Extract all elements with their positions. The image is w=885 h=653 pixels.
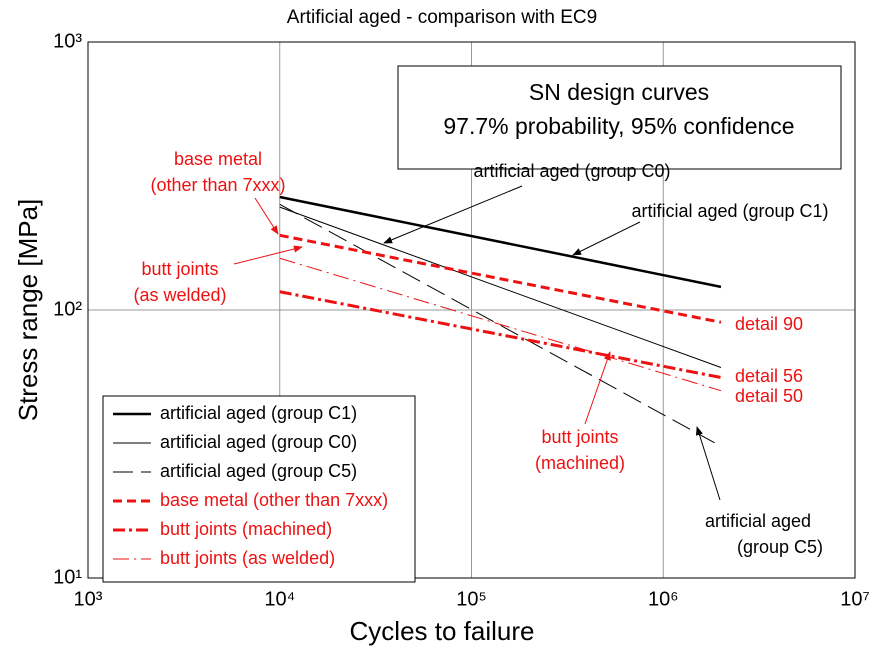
- annotation: detail 50: [735, 386, 803, 406]
- annotation: base metal: [174, 149, 262, 169]
- legend-label: artificial aged (group C0): [160, 432, 357, 452]
- annotation: (group C5): [737, 537, 823, 557]
- annotation-arrow: [572, 221, 641, 256]
- legend-label: artificial aged (group C5): [160, 461, 357, 481]
- text-box: [397, 65, 842, 170]
- series-line: [279, 257, 722, 392]
- annotation: (machined): [535, 453, 625, 473]
- y-axis-label: Stress range [MPa]: [13, 199, 43, 422]
- annotation: artificial aged (group C0): [473, 161, 670, 181]
- x-tick-label: 10⁴: [264, 588, 295, 610]
- x-tick-label: 10³: [74, 588, 103, 610]
- y-tick-label: 10²: [53, 298, 82, 320]
- annotation: (other than 7xxx): [150, 175, 285, 195]
- legend-label: base metal (other than 7xxx): [160, 490, 388, 510]
- series-line: [279, 195, 722, 289]
- annotation-arrow: [254, 197, 279, 235]
- legend-box: [102, 395, 416, 583]
- annotation-arrow: [233, 245, 303, 265]
- plot-lines: [279, 195, 722, 447]
- annotation-arrow: [584, 351, 611, 425]
- x-tick-label: 10⁷: [840, 588, 869, 610]
- chart-title: Artificial aged - comparison with EC9: [287, 7, 597, 28]
- series-line: [279, 290, 722, 379]
- x-tick-label: 10⁶: [648, 588, 678, 610]
- annotation-arrow: [696, 426, 721, 501]
- series-line: [279, 233, 722, 324]
- legend-label: butt joints (machined): [160, 519, 332, 539]
- plot-frame: [87, 41, 856, 579]
- legend-label: butt joints (as welded): [160, 548, 335, 568]
- text-box-line: 97.7% probability, 95% confidence: [443, 113, 794, 139]
- annotation: artificial aged (group C1): [631, 201, 828, 221]
- x-tick-label: 10⁵: [456, 588, 487, 610]
- annotation: butt joints: [141, 259, 218, 279]
- series-line: [279, 206, 722, 369]
- annotation: (as welded): [133, 285, 226, 305]
- text-box-line: SN design curves: [529, 79, 709, 105]
- annotation: detail 56: [735, 366, 803, 386]
- y-tick-label: 10¹: [53, 566, 82, 588]
- annotation: detail 90: [735, 314, 803, 334]
- legend-label: artificial aged (group C1): [160, 403, 357, 423]
- y-tick-label: 10³: [53, 30, 82, 52]
- annotation: butt joints: [541, 427, 618, 447]
- annotation: artificial aged: [705, 511, 811, 531]
- annotation-arrow: [383, 185, 523, 244]
- x-axis-label: Cycles to failure: [350, 616, 535, 646]
